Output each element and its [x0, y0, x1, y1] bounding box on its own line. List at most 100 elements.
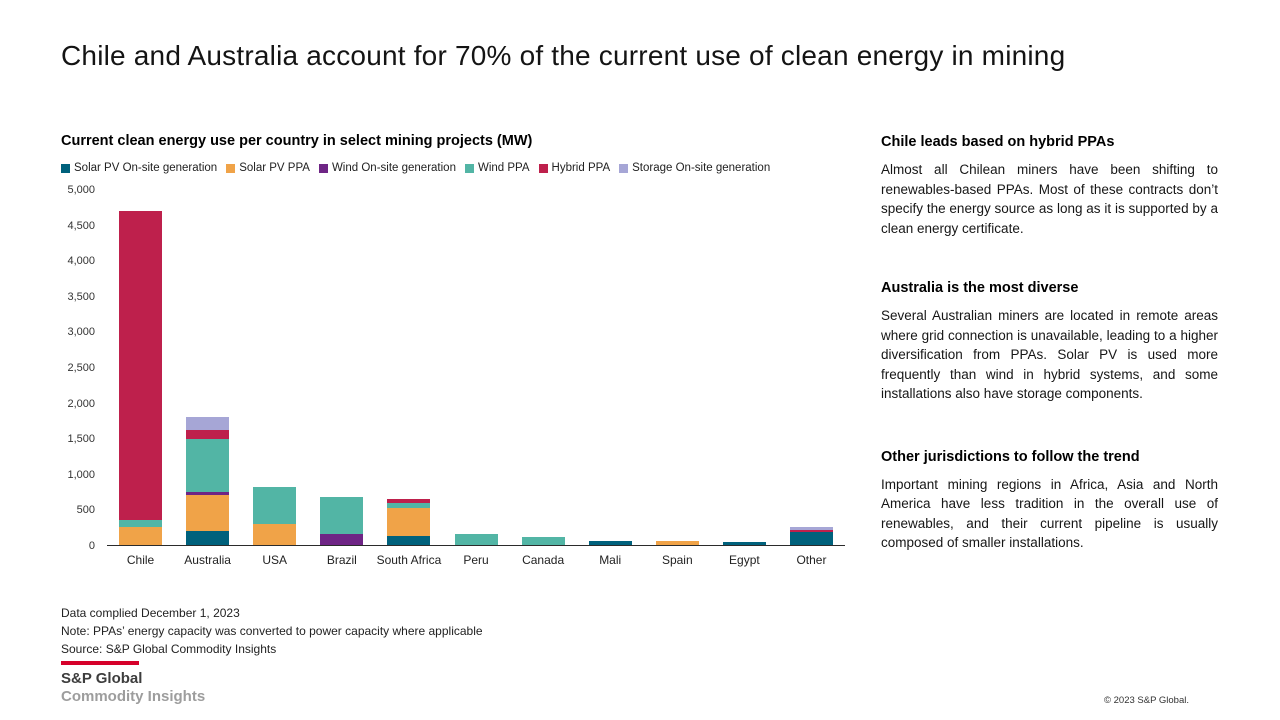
- y-axis-label: 3,500: [67, 290, 95, 303]
- bar-stack: [186, 190, 230, 545]
- bar-column-peru: Peru: [442, 190, 509, 567]
- bar-segment: [387, 498, 431, 504]
- bar-column-spain: Spain: [644, 190, 711, 567]
- x-axis-label: Mali: [599, 553, 622, 567]
- copyright-notice: © 2023 S&P Global.: [1104, 695, 1189, 706]
- bar-stack: [387, 190, 431, 545]
- logo-brand-name: S&P Global: [61, 670, 143, 687]
- bar-segment: [789, 530, 833, 533]
- y-axis: 5,000 4,500 4,000 3,500 3,000 2,500 2,000 1,500…: [61, 184, 101, 552]
- legend-label: Solar PV PPA: [239, 162, 310, 174]
- commentary-sidebar: Chile leads based on hybrid PPAs Almost …: [881, 134, 1218, 589]
- section-body: Important mining regions in Africa, Asia…: [881, 476, 1218, 551]
- logo-accent-bar: [61, 661, 139, 665]
- section-heading: Australia is the most diverse: [881, 280, 1079, 296]
- y-axis-label: 2,000: [67, 397, 95, 410]
- bar-segment: [722, 542, 766, 545]
- bar-column-mali: Mali: [577, 190, 644, 567]
- legend-item: Storage On-site generation: [619, 162, 770, 174]
- legend-swatch: [318, 163, 328, 173]
- legend-label: Wind On-site generation: [331, 162, 456, 174]
- bar-segment: [186, 438, 230, 492]
- bar-column-chile: Chile: [107, 190, 174, 567]
- logo-division-name: Commodity Insights: [61, 688, 206, 705]
- page-title: Chile and Australia account for 70% of t…: [61, 40, 1066, 71]
- bar-segment: [119, 527, 163, 545]
- bar-segment: [655, 541, 699, 545]
- bar-stack: [588, 190, 632, 545]
- bar-stack: [119, 190, 163, 545]
- plot-area: Chile Australia USA Brazil South Africa Peru C…: [107, 190, 845, 567]
- bar-column-brazil: Brazil: [308, 190, 375, 567]
- bar-segment: [521, 537, 565, 545]
- bar-segment: [387, 535, 431, 545]
- bar-segment: [387, 503, 431, 509]
- legend-swatch: [226, 163, 236, 173]
- footnote-source: Source: S&P Global Commodity Insights: [61, 642, 277, 656]
- y-axis-label: 0: [88, 540, 95, 552]
- section-heading: Chile leads based on hybrid PPAs: [881, 134, 1115, 150]
- commentary-section-other: Other jurisdictions to follow the trend …: [881, 449, 1218, 553]
- footnote-note: Note: PPAs’ energy capacity was converte…: [61, 624, 483, 638]
- x-axis-label: South Africa: [376, 553, 442, 567]
- x-axis-label: Spain: [661, 553, 693, 567]
- bar-column-australia: Australia: [174, 190, 241, 567]
- y-axis-label: 3,000: [67, 326, 95, 339]
- y-axis-label: 5,000: [67, 184, 95, 196]
- bar-segment: [454, 534, 498, 545]
- legend-label: Solar PV On-site generation: [74, 162, 218, 174]
- y-axis-label: 500: [76, 504, 95, 517]
- sp-global-logo: S&P Global Commodity Insights: [61, 661, 205, 706]
- chart-legend: Solar PV On-site generation Solar PV PPA W…: [61, 162, 770, 174]
- bar-segment: [320, 534, 364, 545]
- y-axis-label: 4,500: [67, 219, 95, 232]
- legend-item: Wind On-site generation: [318, 162, 456, 174]
- x-axis-label: Brazil: [326, 553, 357, 567]
- section-body: Almost all Chilean miners have been shif…: [881, 162, 1218, 236]
- bar-segment: [186, 417, 230, 430]
- x-axis-label: Other: [796, 553, 827, 567]
- bar-segment: [253, 486, 297, 524]
- y-axis-label: 2,500: [67, 362, 95, 374]
- bar-stack: [320, 190, 364, 545]
- legend-item: Hybrid PPA: [538, 162, 610, 174]
- bar-stack: [655, 190, 699, 545]
- section-heading: Other jurisdictions to follow the trend: [881, 448, 1140, 465]
- legend-item: Solar PV PPA: [226, 162, 310, 174]
- bar-column-south-africa: South Africa: [375, 190, 442, 567]
- bar-column-egypt: Egypt: [711, 190, 778, 567]
- bar-column-usa: USA: [241, 190, 308, 567]
- bar-segment: [320, 496, 364, 535]
- bar-stack: [253, 190, 297, 545]
- x-axis-label: Canada: [522, 553, 565, 567]
- legend-item: Solar PV On-site generation: [61, 162, 217, 174]
- bar-segment: [186, 430, 230, 439]
- commentary-section-australia: Australia is the most diverse Several Au…: [881, 280, 1218, 404]
- x-axis-label: Peru: [463, 553, 489, 567]
- x-axis-label: USA: [262, 553, 288, 567]
- bar-segment: [253, 523, 297, 545]
- y-axis-label: 1,000: [67, 468, 95, 481]
- y-axis-label: 1,500: [67, 433, 95, 446]
- bar-column-other: Other: [778, 190, 845, 567]
- bar-segment: [119, 211, 163, 521]
- bar-segment: [119, 520, 163, 528]
- bar-segment: [387, 508, 431, 536]
- legend-swatch: [538, 163, 548, 173]
- bar-stack: [521, 190, 565, 545]
- footnote-data-date: Data complied December 1, 2023: [61, 606, 240, 620]
- chart-footnotes: Data complied December 1, 2023 Note: PPA…: [61, 604, 483, 658]
- commentary-section-chile: Chile leads based on hybrid PPAs Almost …: [881, 134, 1218, 238]
- legend-label: Wind PPA: [477, 162, 530, 174]
- bar-segment: [186, 491, 230, 496]
- bar-segment: [186, 530, 230, 545]
- legend-label: Storage On-site generation: [632, 162, 771, 174]
- x-axis-label: Egypt: [729, 553, 760, 567]
- bar-stack: [722, 190, 766, 545]
- x-axis-label: Australia: [184, 553, 231, 567]
- legend-swatch: [619, 163, 629, 173]
- legend-swatch: [464, 163, 474, 173]
- chart-title: Current clean energy use per country in …: [61, 133, 533, 149]
- chart: 5,000 4,500 4,000 3,500 3,000 2,500 2,000 1,500…: [61, 184, 845, 567]
- legend-item: Wind PPA: [464, 162, 530, 174]
